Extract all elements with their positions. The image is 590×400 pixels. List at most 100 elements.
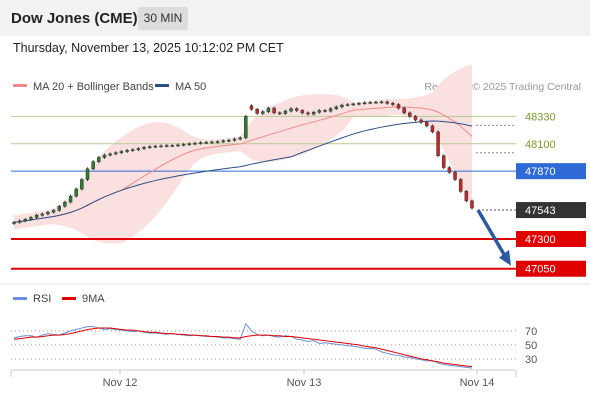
candle-body [125, 150, 129, 152]
candle-body [204, 142, 208, 144]
candle-body [464, 191, 469, 202]
candle-body [153, 145, 158, 148]
candle-body [46, 211, 50, 215]
candle-body [130, 149, 135, 151]
ma50-line [13, 120, 473, 223]
candle-body [23, 219, 28, 222]
rsi-level-label-50: 50 [525, 340, 537, 352]
forecast-arrow-shaft [476, 209, 508, 259]
candle-body [170, 145, 175, 147]
candle-body [362, 102, 367, 104]
timeframe-button[interactable]: 30 MIN [138, 7, 188, 30]
candle-body [34, 214, 39, 218]
candle-body [278, 112, 282, 115]
candle-body [379, 101, 384, 104]
price-tag-47050 [516, 260, 586, 277]
candle-body [408, 112, 412, 117]
candle-body [391, 103, 395, 105]
rsi-ma-legend-label: 9MA [82, 293, 105, 305]
candle-body [193, 142, 197, 145]
candle-body [74, 188, 78, 197]
candle-body [68, 195, 73, 203]
candle-body [227, 139, 231, 142]
candle-body [413, 116, 418, 121]
candle-body [147, 146, 152, 149]
candle-body [323, 110, 327, 112]
header-bar: Dow Jones (CME) 30 MIN [0, 0, 590, 36]
candle-body [340, 104, 344, 108]
key-levels [11, 115, 516, 270]
rsi-ma-line [13, 327, 473, 368]
candle-body [102, 154, 107, 158]
candle-body [357, 103, 361, 105]
candle-body [159, 145, 163, 148]
forecast-arrow-head [499, 249, 511, 266]
candle-body [470, 200, 474, 209]
candle-body [210, 141, 214, 144]
moving-averages [13, 106, 473, 223]
x-tick-label-2: Nov 14 [460, 377, 495, 389]
rsi-level-label-30: 30 [525, 354, 537, 366]
candle-body [453, 172, 457, 180]
candle-body [272, 107, 276, 114]
candle-body [187, 143, 192, 146]
candle-body [249, 105, 254, 110]
candle-body [136, 148, 141, 150]
rsi-line [13, 322, 473, 369]
candle-body [17, 220, 22, 223]
candle-body [181, 144, 186, 146]
candle-body [289, 108, 293, 112]
rsi-level-label-70: 70 [525, 326, 537, 338]
price-tag-47870 [516, 163, 586, 180]
x-tick-label-1: Nov 13 [287, 377, 322, 389]
price-tag-label-47870: 47870 [525, 166, 556, 178]
candle-body [419, 119, 423, 123]
candle-body [351, 103, 356, 106]
candle-body [328, 108, 333, 112]
price-tag-47300 [516, 230, 586, 247]
candle-body [119, 151, 124, 153]
candle-body [97, 157, 101, 162]
candle-body [57, 206, 61, 211]
candle-body [80, 179, 84, 190]
ma50-legend-swatch [155, 84, 169, 87]
candle-body [436, 131, 440, 156]
candle-body [91, 161, 95, 170]
chart-datetime: Thursday, November 13, 2025 10:12:02 PM … [13, 41, 284, 55]
price-tag-label-47300: 47300 [525, 234, 556, 246]
candle-body [142, 147, 146, 149]
candle-body [164, 145, 169, 147]
candle-body [458, 179, 463, 192]
candle-body [425, 122, 429, 127]
candle-body [238, 137, 242, 140]
instrument-title: Dow Jones (CME) [11, 10, 138, 27]
candle-body [63, 201, 67, 207]
candle-body [441, 155, 446, 168]
price-tag-label-47543: 47543 [525, 205, 556, 217]
candle-body [402, 107, 406, 114]
price-tag-label-47050: 47050 [525, 264, 556, 276]
forecast-arrow [476, 209, 511, 266]
price-tag-47543 [516, 202, 586, 219]
candle-body [334, 106, 339, 109]
rsi-pane: 70 50 30 [11, 322, 537, 369]
candle-body [232, 138, 237, 141]
candle-body [294, 108, 299, 111]
x-axis-ticks: Nov 12 Nov 13 Nov 14 [103, 370, 495, 389]
candle-body [306, 112, 310, 115]
candle-body [244, 116, 248, 139]
candle-body [300, 110, 305, 114]
price-tag-label-48330: 48330 [525, 111, 556, 123]
price-tag-label-48100: 48100 [525, 139, 556, 151]
candle-body [374, 101, 378, 104]
bollinger-band-fill [14, 64, 472, 244]
candle-body [108, 153, 112, 156]
candle-body [255, 109, 259, 114]
candles [12, 100, 474, 225]
candle-body [85, 168, 90, 180]
candle-body [215, 141, 220, 143]
price-tags: 48330 48100 47870 47543 47300 47050 [516, 111, 586, 277]
candle-body [176, 144, 180, 147]
candle-body [51, 210, 56, 213]
